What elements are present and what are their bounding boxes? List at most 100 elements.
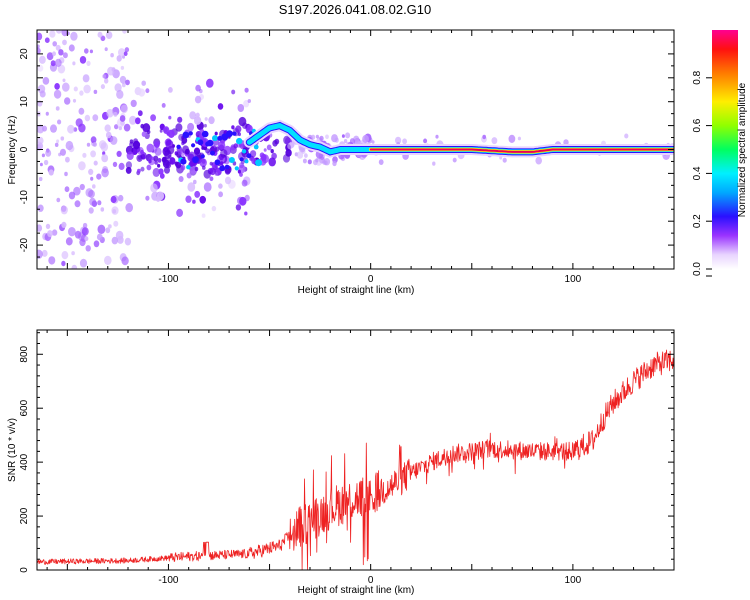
- spectrogram-point: [231, 125, 235, 130]
- spectrogram-point: [177, 148, 183, 155]
- spectrogram-point: [45, 111, 49, 116]
- spectrogram-point: [242, 122, 248, 129]
- spectrogram-point: [104, 78, 109, 84]
- spectrogram-point: [54, 58, 62, 67]
- spectrogram-point: [37, 47, 41, 55]
- spectrogram-point: [334, 137, 339, 143]
- spectrogram-point: [210, 150, 215, 156]
- spectrogram-point: [158, 168, 164, 175]
- spectrogram-point: [82, 222, 88, 229]
- spectrogram-point: [218, 183, 223, 189]
- spectrogram-point: [137, 110, 143, 117]
- spectrogram-ytick-labels: -20 -10 0 10 20: [19, 48, 30, 252]
- spectrogram-ytick-label: 0: [19, 146, 30, 152]
- spectrogram-point: [203, 182, 212, 192]
- spectrogram-point: [68, 227, 76, 237]
- spectrogram-point: [110, 53, 114, 58]
- spectrogram-point: [123, 51, 128, 56]
- colorbar: 0.0 0.2 0.4 0.6 0.8 Normalized spectral ampl…: [692, 30, 748, 277]
- spectrogram-point: [217, 135, 223, 141]
- spectrogram-point: [73, 186, 81, 196]
- spectrogram-point: [214, 172, 218, 176]
- spectrogram-point: [116, 89, 124, 99]
- spectrogram-point: [194, 190, 201, 198]
- spectrogram-point: [204, 117, 208, 121]
- spectrogram-point: [315, 158, 319, 163]
- spectrogram-point: [65, 237, 73, 246]
- spectrogram-point: [71, 251, 75, 256]
- spectrogram-point: [220, 149, 228, 158]
- spectrogram-point: [255, 159, 263, 167]
- spectrogram-point: [37, 204, 44, 212]
- spectrogram-point: [232, 131, 237, 136]
- spectrogram-point: [125, 79, 130, 86]
- spectrogram-point: [185, 195, 192, 203]
- spectrogram-point: [56, 197, 61, 203]
- spectrogram-point: [151, 156, 155, 160]
- spectrogram-point: [114, 124, 119, 130]
- spectrogram-point: [91, 200, 98, 207]
- spectrogram-point: [141, 131, 147, 137]
- spectrogram-point: [154, 141, 160, 149]
- spectrogram-point: [203, 169, 211, 179]
- snr-xtick-label: -100: [158, 575, 178, 586]
- snr-panel: -100 0 100 0 200 400 600 800 Height of straigh…: [7, 329, 675, 596]
- spectrogram-point: [502, 157, 507, 163]
- spectrogram-point: [132, 140, 141, 150]
- spectrogram-point: [178, 176, 184, 182]
- spectrogram-point: [79, 56, 87, 64]
- spectrogram-point: [154, 147, 162, 156]
- spectrogram-ytick-label: -20: [19, 237, 30, 252]
- spectrogram-point: [51, 229, 58, 236]
- spectrogram-point: [61, 221, 67, 228]
- spectrogram-point: [235, 204, 242, 211]
- snr-xtick-label: 0: [368, 575, 374, 586]
- spectrogram-point: [220, 161, 224, 166]
- spectrogram-point: [65, 140, 74, 151]
- spectrogram-point: [37, 142, 44, 150]
- spectrogram-point: [60, 148, 66, 156]
- spectrogram-point: [125, 203, 133, 213]
- spectrogram-point: [224, 164, 230, 170]
- spectrogram-point: [146, 164, 152, 171]
- spectrogram-point: [54, 142, 59, 147]
- spectrogram-point: [37, 124, 45, 134]
- spectrogram-point: [201, 130, 209, 138]
- spectrogram-point: [192, 156, 199, 164]
- spectrogram-point: [177, 116, 183, 123]
- spectrogram-track-core: [369, 148, 674, 153]
- spectrogram-point: [116, 150, 122, 157]
- spectrogram-point: [124, 47, 130, 53]
- spectrogram-point: [85, 245, 91, 252]
- spectrogram-point: [199, 158, 207, 168]
- spectrogram-point: [93, 160, 98, 166]
- spectrogram-point: [118, 194, 124, 202]
- spectrogram-point: [188, 131, 193, 136]
- spectrogram-point: [169, 157, 176, 165]
- spectrogram-point: [180, 164, 186, 171]
- spectrogram-point: [38, 176, 43, 182]
- spectrogram-point: [282, 154, 291, 163]
- spectrogram-point: [157, 163, 161, 168]
- spectrogram-point: [191, 143, 196, 148]
- colorbar-tick-label: 0.8: [692, 70, 703, 84]
- spectrogram-point: [235, 125, 242, 133]
- spectrogram-point: [119, 75, 127, 84]
- spectrogram-point: [45, 149, 52, 157]
- spectrogram-point: [39, 55, 46, 64]
- spectrogram-point: [79, 183, 85, 191]
- spectrogram-point: [112, 209, 117, 214]
- spectrogram-point: [107, 66, 115, 76]
- spectrogram-ticks: [37, 29, 675, 270]
- spectrogram-point: [122, 82, 126, 88]
- spectrogram-point: [193, 147, 201, 155]
- spectrogram-point: [287, 142, 293, 150]
- spectrogram-point: [349, 138, 355, 145]
- spectrogram-point: [62, 39, 67, 46]
- spectrogram-point: [402, 138, 407, 145]
- spectrogram-point: [119, 115, 126, 122]
- spectrogram-point: [239, 162, 245, 169]
- spectrogram-point: [105, 227, 111, 234]
- spectrogram-point: [241, 143, 245, 148]
- spectrogram-point: [195, 84, 201, 92]
